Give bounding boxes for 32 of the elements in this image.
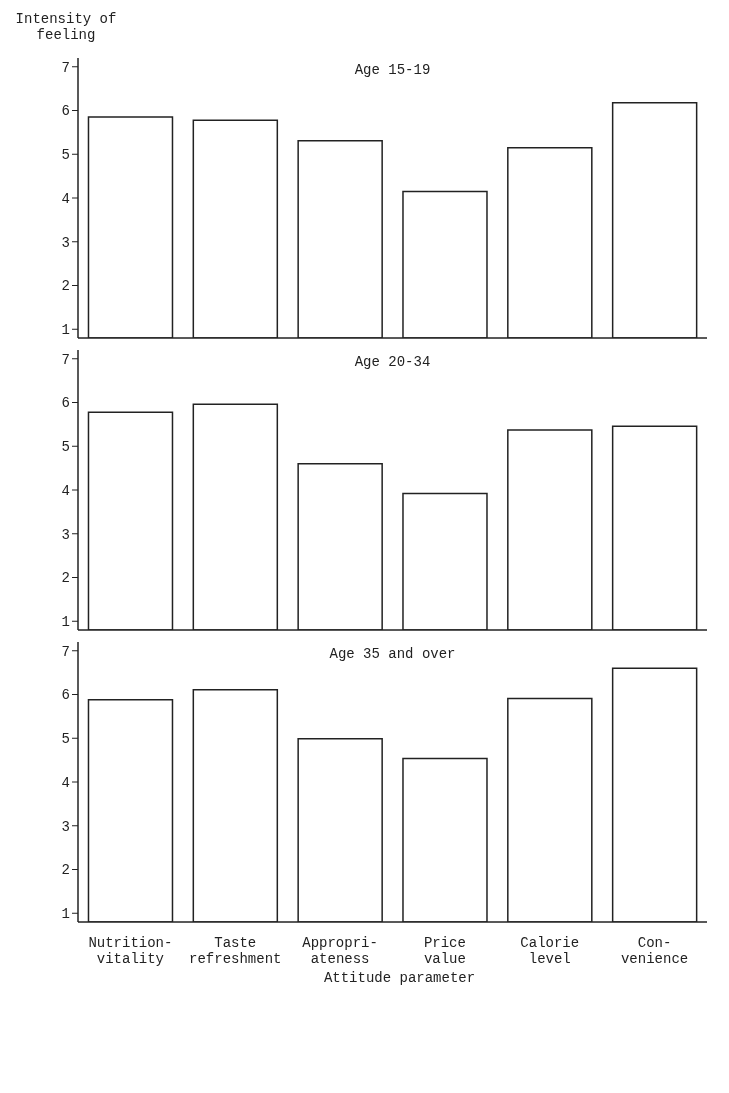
y-tick-label: 7 — [61, 59, 70, 76]
y-tick-label: 5 — [61, 439, 70, 456]
y-tick-label: 3 — [61, 526, 70, 543]
y-tick-label: 3 — [61, 234, 70, 251]
y-tick-label: 7 — [61, 643, 70, 660]
y-tick-label: 3 — [61, 818, 70, 835]
x-tick-label: Nutrition- vitality — [88, 934, 173, 967]
y-tick-label: 2 — [61, 862, 70, 879]
x-tick-label: Appropri- ateness — [302, 934, 378, 967]
x-tick-label: Con- venience — [620, 934, 689, 967]
y-tick-label: 1 — [61, 322, 70, 339]
y-tick-label: 4 — [61, 190, 70, 207]
y-tick-label: 4 — [61, 774, 70, 791]
chart-title: Age 20-34 — [353, 354, 432, 370]
y-tick-label: 5 — [61, 147, 70, 164]
x-tick-label: Calorie level — [520, 934, 580, 967]
y-tick-label: 5 — [61, 731, 70, 748]
y-tick-label: 1 — [61, 906, 70, 923]
y-tick-label: 4 — [61, 482, 70, 499]
y-tick-label: 6 — [61, 103, 70, 120]
chart-title: Age 35 and over — [328, 646, 457, 662]
y-tick-label: 2 — [61, 570, 70, 587]
y-tick-label: 7 — [61, 351, 70, 368]
y-tick-label: 1 — [61, 614, 70, 631]
chart-title: Age 15-19 — [353, 62, 432, 78]
y-tick-label: 6 — [61, 395, 70, 412]
y-axis-title: Intensity of feeling — [15, 10, 117, 43]
y-tick-label: 6 — [61, 687, 70, 704]
y-tick-label: 2 — [61, 278, 70, 295]
x-axis-title: Attitude parameter — [322, 970, 477, 986]
x-tick-label: Price value — [423, 934, 466, 967]
x-tick-label: Taste refreshment — [189, 934, 282, 967]
